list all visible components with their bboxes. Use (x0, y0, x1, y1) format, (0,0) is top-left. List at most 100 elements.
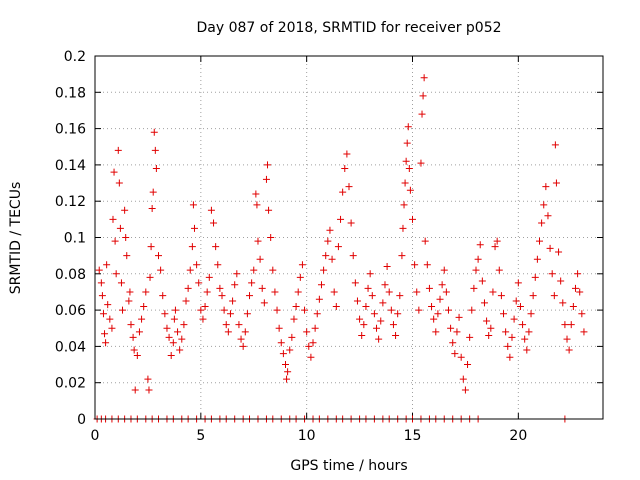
data-point (571, 284, 579, 292)
data-point (146, 273, 154, 281)
data-point (366, 270, 374, 278)
data-point (286, 346, 294, 354)
data-point (523, 346, 531, 354)
data-point (275, 324, 283, 332)
data-point (493, 237, 501, 245)
data-point (254, 237, 262, 245)
data-point (193, 261, 201, 269)
data-point (129, 333, 137, 341)
data-point (425, 284, 433, 292)
y-tick-label: 0.14 (55, 158, 86, 174)
y-tick-label: 0.06 (55, 303, 86, 319)
data-point (472, 266, 480, 274)
data-point (99, 310, 107, 318)
data-point (301, 306, 309, 314)
data-point (409, 215, 416, 223)
data-point (548, 270, 556, 278)
data-point (538, 219, 546, 227)
data-point (218, 292, 226, 300)
data-point (400, 201, 408, 209)
data-point (273, 306, 281, 314)
data-point (550, 292, 558, 300)
data-point (252, 190, 260, 198)
data-point (399, 224, 407, 232)
data-point (115, 179, 123, 187)
data-point (298, 261, 306, 269)
data-point (138, 315, 146, 323)
data-point (351, 279, 359, 287)
data-point (157, 266, 165, 274)
data-point (294, 288, 302, 296)
data-point (322, 252, 330, 260)
data-point (411, 261, 419, 269)
data-point (563, 335, 571, 343)
data-point (578, 310, 586, 318)
data-point (362, 302, 370, 310)
data-point (358, 332, 366, 340)
data-point (169, 339, 177, 347)
data-point (343, 150, 351, 158)
data-point (546, 244, 554, 252)
data-point (449, 339, 457, 347)
data-point (510, 315, 518, 323)
data-point (324, 237, 332, 245)
data-point (459, 375, 467, 383)
data-point (385, 288, 393, 296)
data-point (381, 281, 389, 289)
x-tick-label: 15 (404, 428, 422, 444)
y-tick-label: 0.12 (55, 194, 86, 210)
chart-title: Day 087 of 2018, SRMTID for receiver p05… (196, 20, 501, 36)
data-point (349, 252, 357, 260)
data-point (389, 321, 397, 329)
data-point (307, 353, 315, 361)
data-point (317, 281, 325, 289)
data-point (155, 252, 162, 260)
data-point (413, 288, 421, 296)
y-tick-label: 0 (77, 412, 86, 428)
data-point (476, 241, 484, 249)
data-point (313, 310, 321, 318)
data-point (150, 128, 158, 136)
data-point (332, 302, 340, 310)
data-point (533, 255, 541, 263)
data-point (104, 301, 112, 309)
data-point (201, 302, 209, 310)
data-point (457, 353, 465, 361)
data-point (279, 350, 287, 358)
data-point (434, 310, 442, 318)
data-point (531, 273, 539, 281)
data-point (253, 201, 261, 209)
data-point (176, 346, 184, 354)
data-point (269, 266, 277, 274)
data-point (326, 226, 334, 234)
data-point (483, 317, 491, 325)
data-point (392, 332, 400, 340)
data-point (418, 110, 426, 118)
data-point (152, 165, 160, 173)
data-point (237, 335, 245, 343)
data-point (375, 335, 383, 343)
data-point (243, 310, 251, 318)
data-points (93, 74, 588, 423)
data-point (311, 324, 319, 332)
data-point (464, 361, 472, 369)
data-point (288, 333, 296, 341)
data-point (504, 342, 512, 350)
data-point (305, 342, 313, 350)
data-point (161, 310, 169, 318)
data-point (241, 328, 249, 336)
data-point (353, 297, 361, 305)
data-point (453, 328, 461, 336)
data-point (111, 237, 119, 245)
data-point (406, 186, 414, 194)
data-point (495, 266, 503, 274)
data-point (500, 310, 508, 318)
data-point (364, 284, 372, 292)
data-point (430, 315, 438, 323)
data-point (474, 255, 482, 263)
data-point (126, 288, 134, 296)
data-point (95, 266, 103, 274)
data-point (265, 206, 273, 214)
data-point (140, 302, 148, 310)
tick-labels: 0 5 10 15 20 0 0.02 0.04 0.06 0.08 0.1 0.12 0.14 0.16… (55, 49, 527, 444)
